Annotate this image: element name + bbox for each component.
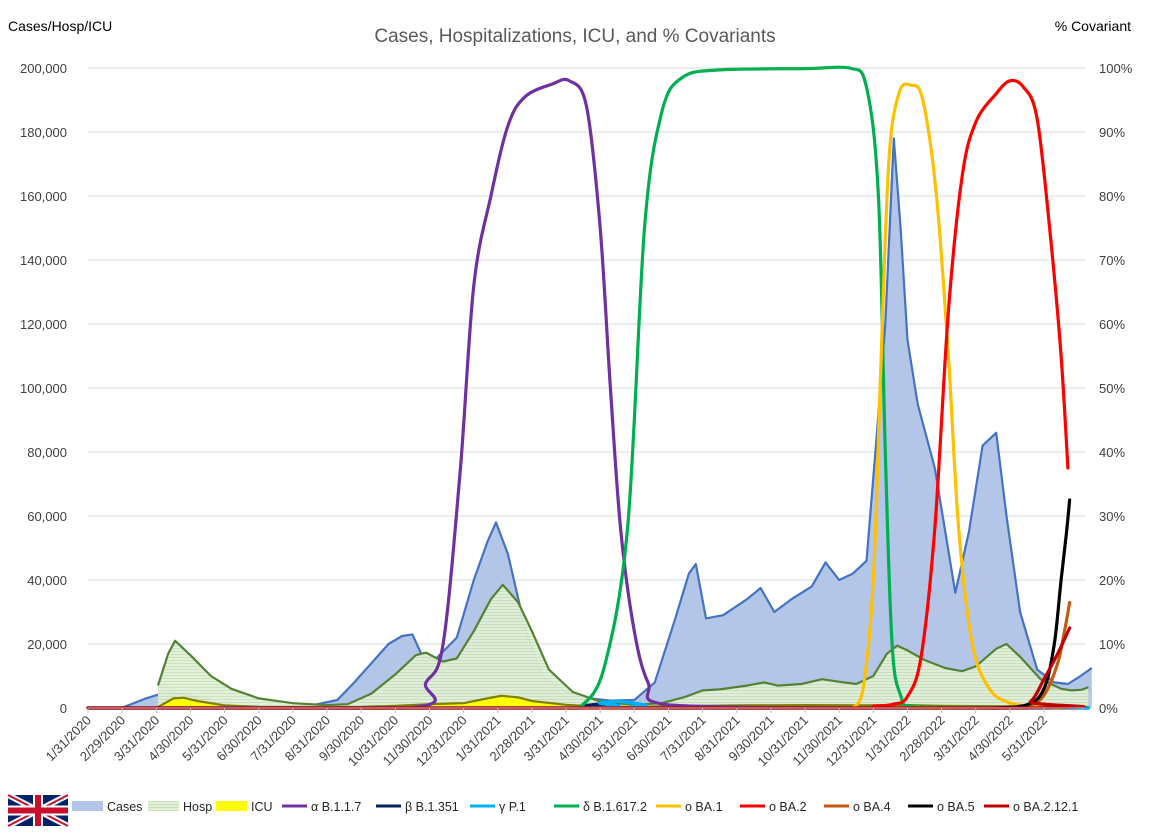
y-tick-label-right: 20% bbox=[1099, 573, 1125, 588]
legend-item: ο BA.1 bbox=[656, 800, 723, 814]
y-tick-label-right: 70% bbox=[1099, 253, 1125, 268]
y-tick-label-left: 120,000 bbox=[20, 317, 67, 332]
y-tick-label-left: 200,000 bbox=[20, 61, 67, 76]
y-tick-label-right: 40% bbox=[1099, 445, 1125, 460]
variant-line-ba-2 bbox=[871, 78, 1070, 708]
legend-item: ICU bbox=[216, 800, 273, 814]
y-tick-label-left: 40,000 bbox=[27, 573, 67, 588]
legend-label: ο BA.1 bbox=[685, 800, 723, 814]
line-cases bbox=[87, 137, 1093, 710]
legend-item: Hosp bbox=[148, 800, 212, 814]
legend-item: ο BA.2 bbox=[740, 800, 807, 814]
legend-item: δ B.1.617.2 bbox=[554, 800, 647, 814]
legend-item: β B.1.351 bbox=[376, 800, 459, 814]
uk-flag-icon bbox=[6, 792, 70, 829]
variant-line-ba-5 bbox=[991, 498, 1072, 710]
legend-swatch bbox=[216, 801, 247, 811]
y-tick-label-right: 60% bbox=[1099, 317, 1125, 332]
line-icu bbox=[155, 694, 1089, 709]
y-tick-label-right: 30% bbox=[1099, 509, 1125, 524]
legend-label: ο BA.2 bbox=[769, 800, 807, 814]
y-tick-label-right: 80% bbox=[1099, 189, 1125, 204]
legend-label: ο BA.5 bbox=[937, 800, 975, 814]
area-cases bbox=[88, 138, 1092, 708]
y-tick-label-left: 140,000 bbox=[20, 253, 67, 268]
legend-label: γ P.1 bbox=[499, 800, 526, 814]
line-hosp bbox=[156, 583, 1089, 707]
legend-swatch bbox=[148, 801, 179, 811]
legend-label: Cases bbox=[107, 800, 142, 814]
left-axis-title: Cases/Hosp/ICU bbox=[8, 18, 112, 34]
legend-item: ο BA.4 bbox=[824, 800, 891, 814]
y-tick-label-left: 180,000 bbox=[20, 125, 67, 140]
legend-item: γ P.1 bbox=[470, 800, 526, 814]
legend-label: β B.1.351 bbox=[405, 800, 459, 814]
legend: Cases Hosp ICU α B.1.1.7 β B.1.351 γ P.1 δ B.1… bbox=[72, 800, 1078, 814]
y-tick-label-left: 160,000 bbox=[20, 189, 67, 204]
legend-label: α B.1.1.7 bbox=[311, 800, 361, 814]
legend-label: ICU bbox=[251, 800, 273, 814]
y-tick-label-left: 20,000 bbox=[27, 637, 67, 652]
y-tick-label-right: 50% bbox=[1099, 381, 1125, 396]
legend-item: α B.1.1.7 bbox=[282, 800, 361, 814]
y-tick-label-right: 100% bbox=[1099, 61, 1133, 76]
left-y-axis: 0 20,000 40,000 60,000 80,000 100,000 120,000 1… bbox=[20, 61, 67, 716]
legend-item: ο BA.5 bbox=[908, 800, 975, 814]
y-tick-label-right: 90% bbox=[1099, 125, 1125, 140]
legend-swatch bbox=[72, 801, 103, 811]
y-tick-label-left: 80,000 bbox=[27, 445, 67, 460]
legend-label: ο BA.2.12.1 bbox=[1013, 800, 1078, 814]
variant-line-b-1-617-2 bbox=[578, 65, 995, 710]
y-tick-label-left: 0 bbox=[60, 701, 67, 716]
variant-line-ba-1 bbox=[851, 82, 1060, 710]
y-tick-label-left: 100,000 bbox=[20, 381, 67, 396]
right-axis-title: % Covariant bbox=[1055, 18, 1131, 34]
legend-item: Cases bbox=[72, 800, 142, 814]
y-tick-label-left: 60,000 bbox=[27, 509, 67, 524]
variant-line-b-1-1-7 bbox=[86, 77, 858, 710]
x-axis: 1/31/20202/29/20203/31/20204/30/20205/31… bbox=[43, 707, 1085, 769]
y-tick-label-right: 0% bbox=[1099, 701, 1118, 716]
right-y-axis: 0% 10% 20% 30% 40% 50% 60% 70% 80% 90% 100% bbox=[1099, 61, 1133, 716]
legend-item: ο BA.2.12.1 bbox=[984, 800, 1078, 814]
y-tick-label-right: 10% bbox=[1099, 637, 1125, 652]
gridlines bbox=[88, 67, 1085, 709]
legend-label: ο BA.4 bbox=[853, 800, 891, 814]
chart-title: Cases, Hospitalizations, ICU, and % Cova… bbox=[374, 26, 775, 47]
legend-label: δ B.1.617.2 bbox=[583, 800, 647, 814]
legend-label: Hosp bbox=[183, 800, 212, 814]
